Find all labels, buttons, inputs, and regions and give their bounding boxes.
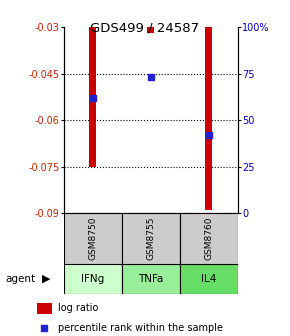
- Bar: [180, 213, 238, 264]
- Bar: [147, 27, 154, 33]
- Text: GDS499 / 24587: GDS499 / 24587: [90, 22, 200, 35]
- Bar: [89, 27, 96, 167]
- Bar: [205, 27, 212, 210]
- Bar: [37, 302, 52, 313]
- Text: GSM8750: GSM8750: [88, 217, 97, 260]
- Text: IL4: IL4: [201, 274, 217, 284]
- Text: ▶: ▶: [42, 274, 50, 284]
- Text: GSM8755: GSM8755: [146, 217, 155, 260]
- Text: percentile rank within the sample: percentile rank within the sample: [58, 323, 223, 333]
- Text: GSM8760: GSM8760: [204, 217, 213, 260]
- Bar: [64, 264, 122, 294]
- Text: IFNg: IFNg: [81, 274, 104, 284]
- Bar: [64, 213, 122, 264]
- Text: TNFa: TNFa: [138, 274, 164, 284]
- Bar: [122, 264, 180, 294]
- Text: agent: agent: [6, 274, 36, 284]
- Bar: [180, 264, 238, 294]
- Text: log ratio: log ratio: [58, 303, 99, 313]
- Bar: [122, 213, 180, 264]
